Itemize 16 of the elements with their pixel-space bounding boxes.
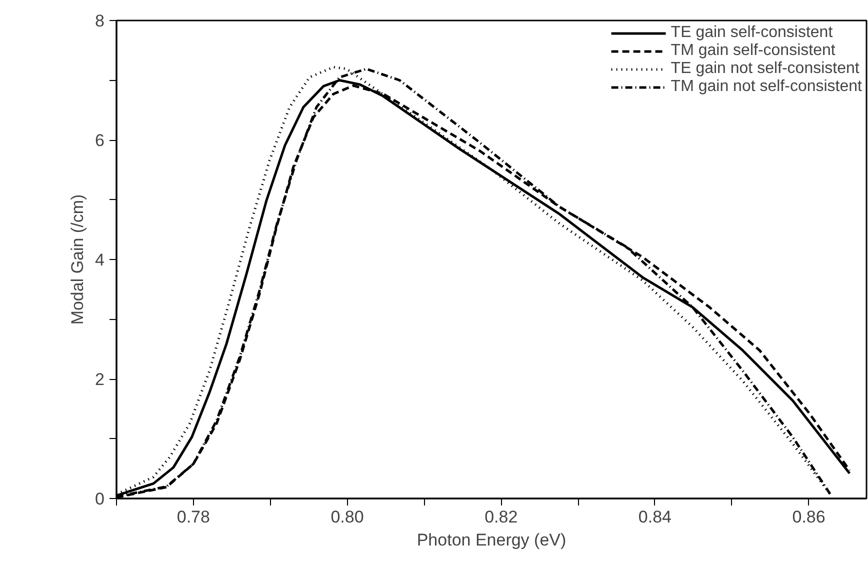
legend-label: TM gain self-consistent bbox=[670, 42, 836, 60]
x-tick-label: 0.78 bbox=[176, 508, 210, 526]
y-tick-label: 4 bbox=[95, 250, 105, 270]
y-tick-label: 6 bbox=[95, 131, 105, 150]
y-tick-label: 8 bbox=[95, 12, 105, 30]
legend-label: TE gain self-consistent bbox=[670, 24, 833, 42]
x-tick-label: 0.84 bbox=[638, 508, 672, 526]
y-tick-label: 2 bbox=[95, 370, 105, 389]
y-axis-title: Modal Gain (/cm) bbox=[68, 194, 88, 325]
y-tick-label: 0 bbox=[95, 490, 105, 508]
legend-label: TE gain not self-consistent bbox=[670, 60, 860, 78]
x-tick-label: 0.82 bbox=[484, 508, 518, 526]
legend-label: TM gain not self-consistent bbox=[670, 78, 862, 96]
x-axis-title: Photon Energy (eV) bbox=[416, 530, 566, 550]
x-tick-label: 0.80 bbox=[330, 508, 364, 526]
x-tick-label: 0.86 bbox=[792, 508, 826, 526]
